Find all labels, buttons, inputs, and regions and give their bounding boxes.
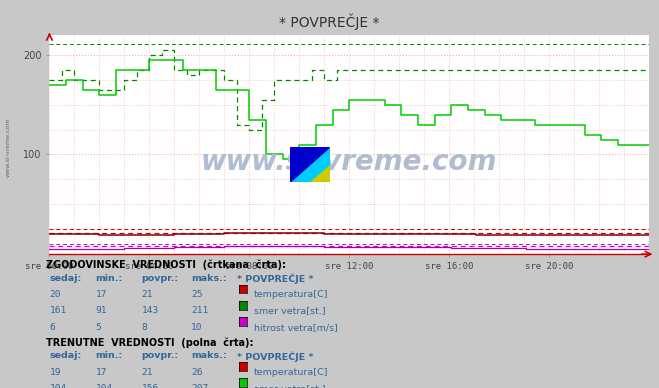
Text: 25: 25	[191, 290, 202, 299]
Text: sedaj:: sedaj:	[49, 274, 82, 283]
Polygon shape	[290, 147, 330, 182]
Text: min.:: min.:	[96, 351, 123, 360]
Text: * POVPREČJE *: * POVPREČJE *	[279, 14, 380, 30]
Text: hitrost vetra[m/s]: hitrost vetra[m/s]	[254, 323, 337, 332]
Text: www.si-vreme.com: www.si-vreme.com	[201, 148, 498, 176]
Text: 10: 10	[191, 323, 202, 332]
Text: * POVPREČJE *: * POVPREČJE *	[237, 274, 314, 284]
Polygon shape	[310, 165, 330, 182]
Text: temperatura[C]: temperatura[C]	[254, 367, 328, 376]
Text: smer vetra[st.]: smer vetra[st.]	[254, 307, 326, 315]
Text: 20: 20	[49, 290, 61, 299]
Text: min.:: min.:	[96, 274, 123, 283]
Text: 207: 207	[191, 384, 208, 388]
Text: 17: 17	[96, 290, 107, 299]
Text: 104: 104	[96, 384, 113, 388]
Text: 17: 17	[96, 367, 107, 376]
Text: povpr.:: povpr.:	[142, 274, 179, 283]
Text: 19: 19	[49, 367, 61, 376]
Text: temperatura[C]: temperatura[C]	[254, 290, 328, 299]
Text: sedaj:: sedaj:	[49, 351, 82, 360]
Text: 6: 6	[49, 323, 55, 332]
Text: 5: 5	[96, 323, 101, 332]
Text: 21: 21	[142, 290, 153, 299]
Text: 8: 8	[142, 323, 148, 332]
Text: TRENUTNE  VREDNOSTI  (polna  črta):: TRENUTNE VREDNOSTI (polna črta):	[46, 337, 254, 348]
Text: 161: 161	[49, 307, 67, 315]
Text: 156: 156	[142, 384, 159, 388]
Text: maks.:: maks.:	[191, 274, 227, 283]
Text: povpr.:: povpr.:	[142, 351, 179, 360]
Text: 21: 21	[142, 367, 153, 376]
Text: 211: 211	[191, 307, 208, 315]
Text: ZGODOVINSKE  VREDNOSTI  (črtkana  črta):: ZGODOVINSKE VREDNOSTI (črtkana črta):	[46, 260, 286, 270]
Text: 91: 91	[96, 307, 107, 315]
Text: 143: 143	[142, 307, 159, 315]
Text: 26: 26	[191, 367, 202, 376]
Text: smer vetra[st.]: smer vetra[st.]	[254, 384, 326, 388]
Text: maks.:: maks.:	[191, 351, 227, 360]
Text: * POVPREČJE *: * POVPREČJE *	[237, 351, 314, 362]
Polygon shape	[290, 147, 330, 182]
Text: 104: 104	[49, 384, 67, 388]
Text: www.si-vreme.com: www.si-vreme.com	[5, 118, 11, 177]
